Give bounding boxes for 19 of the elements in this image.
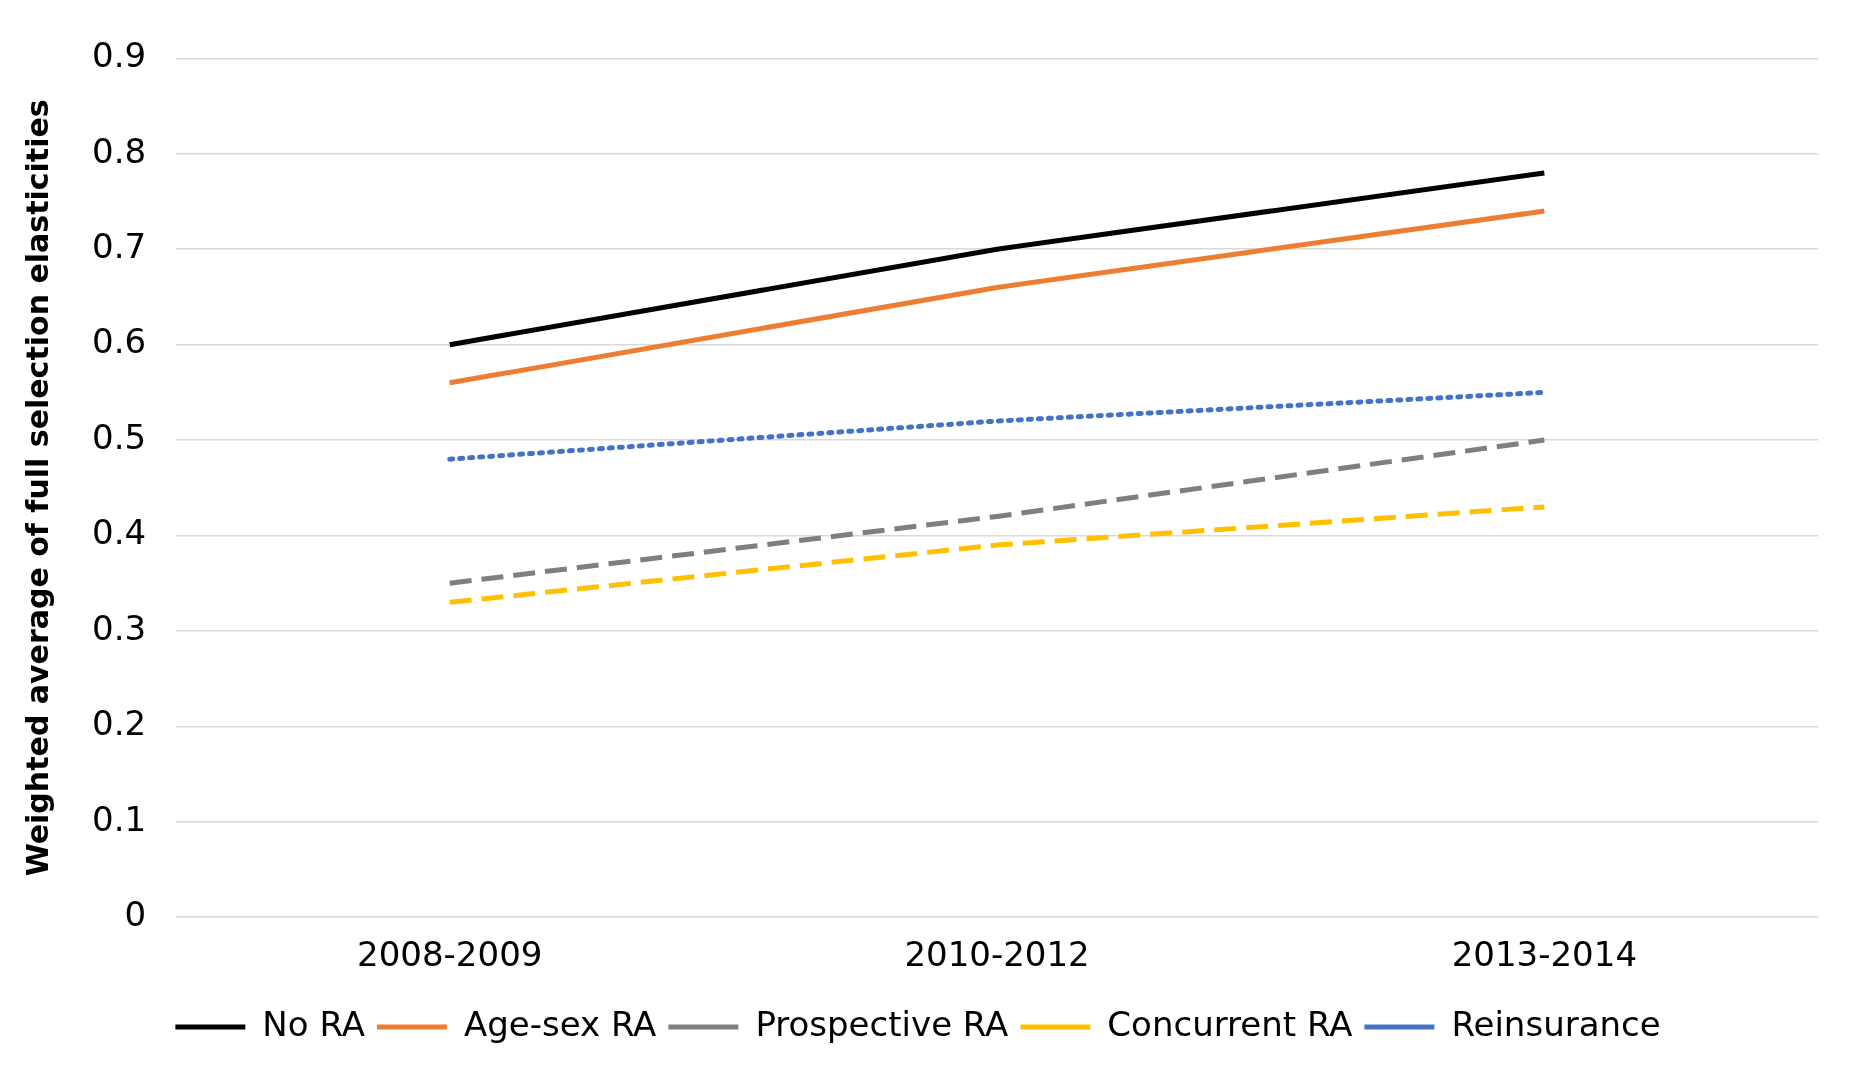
y-tick-label: 0.2: [91, 703, 147, 744]
legend-label: Prospective RA: [755, 1003, 1009, 1044]
y-axis-title: Weighted average of full selection elasticities: [19, 99, 55, 877]
y-tick-label: 0.1: [91, 798, 147, 839]
x-tick-label: 2008-2009: [357, 934, 543, 975]
legend-label: No RA: [262, 1003, 365, 1044]
legend-label: Age-sex RA: [463, 1003, 657, 1044]
x-tick-label: 2010-2012: [904, 934, 1090, 975]
y-tick-label: 0.4: [91, 512, 147, 553]
y-tick-label: 0.6: [91, 321, 147, 362]
y-tick-label: 0.8: [91, 130, 147, 171]
legend-label: Reinsurance: [1451, 1003, 1661, 1044]
x-tick-label: 2013-2014: [1451, 934, 1638, 975]
y-tick-label: 0.5: [91, 416, 147, 457]
y-tick-label: 0.9: [91, 35, 147, 76]
y-tick-label: 0.7: [91, 226, 147, 267]
y-tick-label: 0.3: [91, 607, 147, 648]
legend-label: Concurrent RA: [1107, 1003, 1353, 1044]
y-tick-label: 0: [124, 894, 147, 935]
